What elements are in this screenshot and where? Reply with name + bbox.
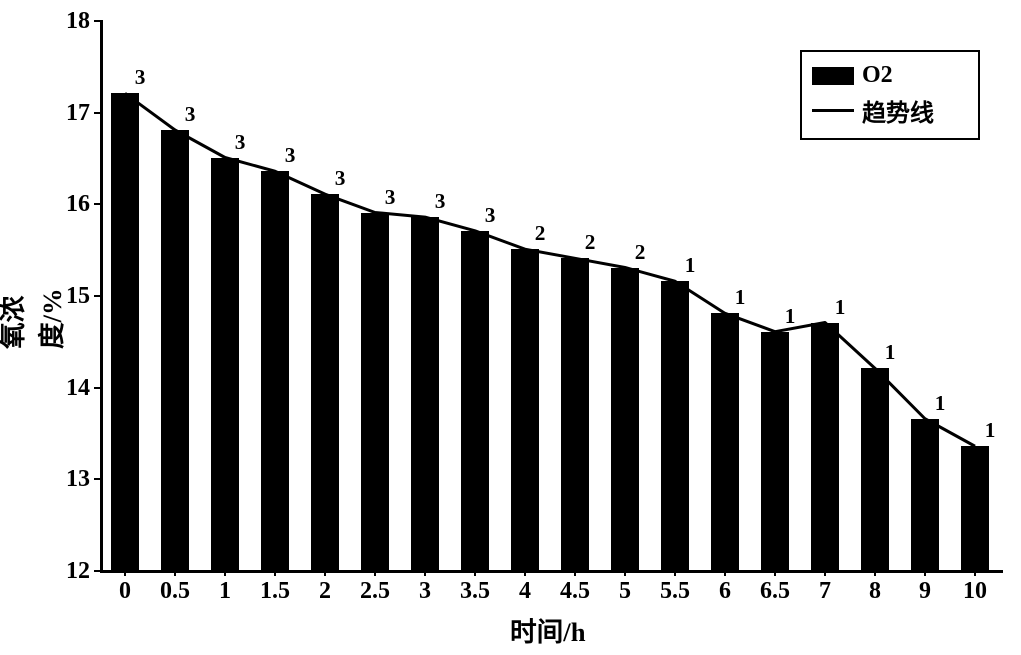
x-tick-mark (624, 570, 626, 576)
bar-value-label: 3 (285, 143, 296, 168)
bar-value-label: 1 (885, 340, 896, 365)
legend-swatch-icon (812, 67, 854, 85)
x-tick-mark (924, 570, 926, 576)
x-tick-label: 4 (519, 578, 531, 605)
x-tick-mark (324, 570, 326, 576)
x-tick-mark (474, 570, 476, 576)
bar-value-label: 3 (335, 166, 346, 191)
y-tick-label: 17 (66, 100, 90, 127)
y-tick-mark (94, 570, 100, 572)
x-tick-mark (124, 570, 126, 576)
bar-value-label: 1 (685, 253, 696, 278)
bar-value-label: 3 (135, 65, 146, 90)
y-tick-label: 12 (66, 558, 90, 585)
bar (411, 217, 439, 570)
bar (811, 323, 839, 571)
x-tick-mark (874, 570, 876, 576)
x-tick-mark (524, 570, 526, 576)
bar (711, 313, 739, 570)
y-tick-mark (94, 20, 100, 22)
x-tick-label: 3.5 (460, 578, 490, 605)
x-axis-label: 时间/h (510, 610, 586, 649)
bar (761, 332, 789, 570)
bar (161, 130, 189, 570)
bar (611, 268, 639, 571)
bar-value-label: 1 (985, 418, 996, 443)
bar-value-label: 3 (485, 203, 496, 228)
y-axis-label: 氧浓度/% (0, 289, 69, 349)
bar (311, 194, 339, 570)
o2-concentration-chart: 12131415161718氧浓度/%3030.53131.53232.5333… (0, 0, 1021, 655)
x-tick-label: 4.5 (560, 578, 590, 605)
legend-item: O2 (812, 62, 968, 89)
x-tick-label: 6.5 (760, 578, 790, 605)
x-tick-label: 1.5 (260, 578, 290, 605)
x-tick-label: 9 (919, 578, 931, 605)
bar-value-label: 1 (735, 285, 746, 310)
y-tick-mark (94, 203, 100, 205)
x-tick-mark (574, 570, 576, 576)
bar (361, 213, 389, 571)
bar-value-label: 3 (185, 102, 196, 127)
x-tick-label: 3 (419, 578, 431, 605)
y-tick-label: 15 (66, 283, 90, 310)
bar (111, 93, 139, 570)
x-tick-label: 5 (619, 578, 631, 605)
x-tick-label: 1 (219, 578, 231, 605)
x-tick-label: 5.5 (660, 578, 690, 605)
legend-label: O2 (862, 62, 893, 89)
bar-value-label: 2 (635, 240, 646, 265)
bar (511, 249, 539, 570)
bar (561, 258, 589, 570)
y-tick-label: 13 (66, 466, 90, 493)
x-tick-mark (224, 570, 226, 576)
x-tick-label: 2 (319, 578, 331, 605)
y-tick-mark (94, 387, 100, 389)
bar-value-label: 2 (535, 221, 546, 246)
bar (911, 419, 939, 570)
bar (261, 171, 289, 570)
bar (661, 281, 689, 570)
x-tick-mark (374, 570, 376, 576)
bar-value-label: 3 (235, 130, 246, 155)
x-tick-label: 0.5 (160, 578, 190, 605)
x-tick-label: 6 (719, 578, 731, 605)
x-tick-label: 2.5 (360, 578, 390, 605)
y-tick-label: 18 (66, 8, 90, 35)
x-tick-mark (774, 570, 776, 576)
bar-value-label: 3 (435, 189, 446, 214)
y-tick-mark (94, 478, 100, 480)
bar (461, 231, 489, 570)
x-tick-mark (424, 570, 426, 576)
bar (961, 446, 989, 570)
x-tick-mark (174, 570, 176, 576)
x-tick-mark (724, 570, 726, 576)
x-tick-label: 8 (869, 578, 881, 605)
bar-value-label: 1 (785, 304, 796, 329)
x-tick-mark (974, 570, 976, 576)
x-tick-mark (274, 570, 276, 576)
legend: O2 趋势线 (800, 50, 980, 140)
bar (211, 158, 239, 571)
y-tick-mark (94, 112, 100, 114)
x-tick-mark (824, 570, 826, 576)
x-tick-label: 0 (119, 578, 131, 605)
x-tick-label: 7 (819, 578, 831, 605)
legend-label: 趋势线 (862, 93, 934, 128)
y-tick-label: 14 (66, 375, 90, 402)
legend-item: 趋势线 (812, 93, 968, 128)
bar-value-label: 3 (385, 185, 396, 210)
y-tick-label: 16 (66, 191, 90, 218)
y-tick-mark (94, 295, 100, 297)
bar-value-label: 1 (835, 295, 846, 320)
bar (861, 368, 889, 570)
x-tick-mark (674, 570, 676, 576)
bar-value-label: 2 (585, 230, 596, 255)
legend-line-icon (812, 109, 854, 112)
x-tick-label: 10 (963, 578, 987, 605)
bar-value-label: 1 (935, 391, 946, 416)
